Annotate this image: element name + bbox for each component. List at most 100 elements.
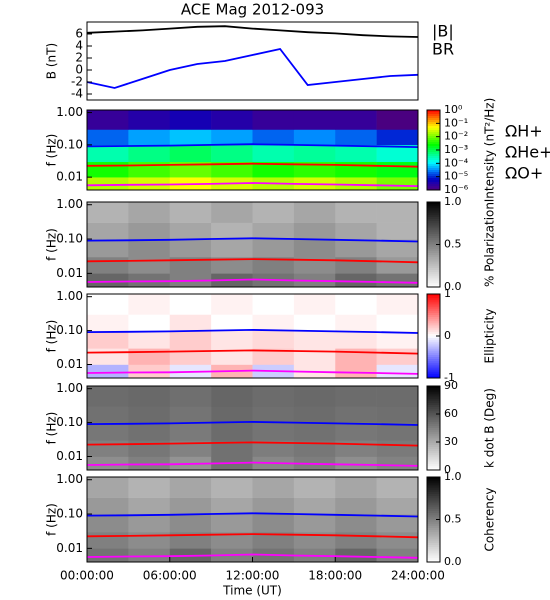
heatmap-cell: [128, 144, 171, 163]
heatmap-cell: [293, 144, 336, 163]
heatmap-cell: [335, 110, 377, 130]
heatmap-cell: [376, 256, 419, 274]
y-tick-label: 0.10: [56, 507, 83, 521]
heatmap-cell: [335, 273, 377, 288]
colorbar-segment: [427, 150, 440, 153]
colorbar-segment: [427, 396, 440, 400]
colorbar-segment: [427, 164, 440, 167]
heatmap-cell: [211, 256, 253, 274]
colorbar-segment: [427, 223, 440, 226]
heatmap-cell: [252, 110, 295, 130]
heatmap-cell: [335, 294, 377, 315]
heatmap-cell: [293, 477, 336, 498]
colorbar-segment: [427, 134, 440, 137]
heatmap-cell: [335, 422, 377, 441]
colorbar-segment: [427, 451, 440, 454]
colorbar-segment: [427, 248, 440, 252]
heatmap-cell: [376, 202, 419, 223]
colorbar-segment: [427, 348, 440, 352]
colorbar-segment: [427, 180, 440, 183]
heatmap-cell: [335, 514, 377, 533]
heatmap-cell: [128, 422, 171, 441]
colorbar-segment: [427, 392, 440, 395]
heatmap-cell: [87, 456, 129, 471]
heatmap-cell: [128, 531, 171, 549]
colorbar-segment: [427, 547, 440, 550]
colorbar-segment: [427, 272, 440, 275]
series-line: [86, 553, 419, 559]
heatmap-cell: [87, 144, 129, 163]
heatmap-cell: [87, 477, 129, 498]
heatmap-cell: [87, 514, 129, 533]
colorbar-segment: [427, 442, 440, 446]
colorbar-segment: [427, 280, 440, 284]
heatmap-cell: [376, 222, 419, 240]
colorbar-segment: [427, 465, 440, 469]
colorbar-segment: [427, 308, 440, 312]
colorbar-segment: [427, 375, 440, 379]
colorbar-segment: [427, 549, 440, 552]
y-tick-label: 0.01: [56, 541, 83, 555]
colorbar-segment: [427, 238, 440, 241]
colorbar-segment: [427, 444, 440, 448]
colorbar-segment: [427, 340, 440, 343]
heatmap-cell: [211, 314, 253, 331]
heatmap-cell: [169, 440, 212, 457]
colorbar-tick-label: 0: [444, 463, 451, 476]
colorbar-segment: [427, 170, 440, 173]
colorbar-tick-label: 1.0: [444, 470, 462, 483]
heatmap-cell: [252, 531, 295, 549]
colorbar-tick-label: 1.0: [444, 195, 462, 208]
heatmap-cell: [211, 440, 253, 457]
colorbar-segment: [427, 331, 440, 335]
heatmap-cell: [169, 256, 212, 274]
colorbar-segment: [427, 373, 440, 377]
series-line: [86, 441, 419, 447]
heatmap-cell: [169, 497, 212, 515]
colorbar-segment: [427, 257, 440, 260]
heatmap-cell: [87, 222, 129, 240]
heatmap-cell: [376, 110, 419, 130]
heatmap-cell: [252, 144, 295, 163]
colorbar-segment: [427, 511, 440, 514]
heatmap-cell: [252, 386, 295, 407]
colorbar-tick-label: 60: [444, 407, 458, 420]
legend-entry: ΩH+: [505, 122, 543, 141]
colorbar-segment: [427, 536, 440, 540]
heatmap-cell: [376, 477, 419, 498]
colorbar-segment: [427, 206, 440, 209]
heatmap-cell: [169, 477, 212, 498]
colorbar-segment: [427, 449, 440, 452]
colorbar-segment: [427, 240, 440, 243]
colorbar-tick-label: 10⁻⁵: [444, 170, 468, 183]
colorbar-segment: [427, 428, 440, 431]
heatmap-cell: [128, 477, 171, 498]
y-axis-label: f (Hz): [45, 134, 59, 167]
heatmap-cell: [293, 348, 336, 365]
heatmap-cell: [335, 348, 377, 365]
series-line: [86, 143, 419, 148]
heatmap-cell: [376, 294, 419, 315]
colorbar-segment: [427, 409, 440, 412]
colorbar-segment: [427, 415, 440, 418]
heatmap-cell: [293, 239, 336, 258]
heatmap-cell: [169, 222, 212, 240]
colorbar-segment: [427, 323, 440, 326]
colorbar-segment: [427, 506, 440, 510]
heatmap-cell: [335, 161, 377, 178]
colorbar-segment: [427, 306, 440, 310]
heatmap-cell: [335, 548, 377, 563]
heatmap-cell: [128, 129, 171, 146]
colorbar-segment: [427, 459, 440, 463]
heatmap-cell: [376, 406, 419, 423]
colorbar-segment: [427, 386, 440, 389]
colorbar-segment: [427, 144, 440, 147]
colorbar-segment: [427, 357, 440, 360]
colorbar-tick-label: 0.5: [444, 513, 462, 526]
heatmap-cell: [128, 386, 171, 407]
y-axis-label: f (Hz): [45, 320, 59, 353]
plot-frame: [86, 385, 419, 471]
colorbar-tick-label: 1: [444, 287, 451, 300]
heatmap-cell: [128, 222, 171, 240]
colorbar-segment: [427, 114, 440, 117]
